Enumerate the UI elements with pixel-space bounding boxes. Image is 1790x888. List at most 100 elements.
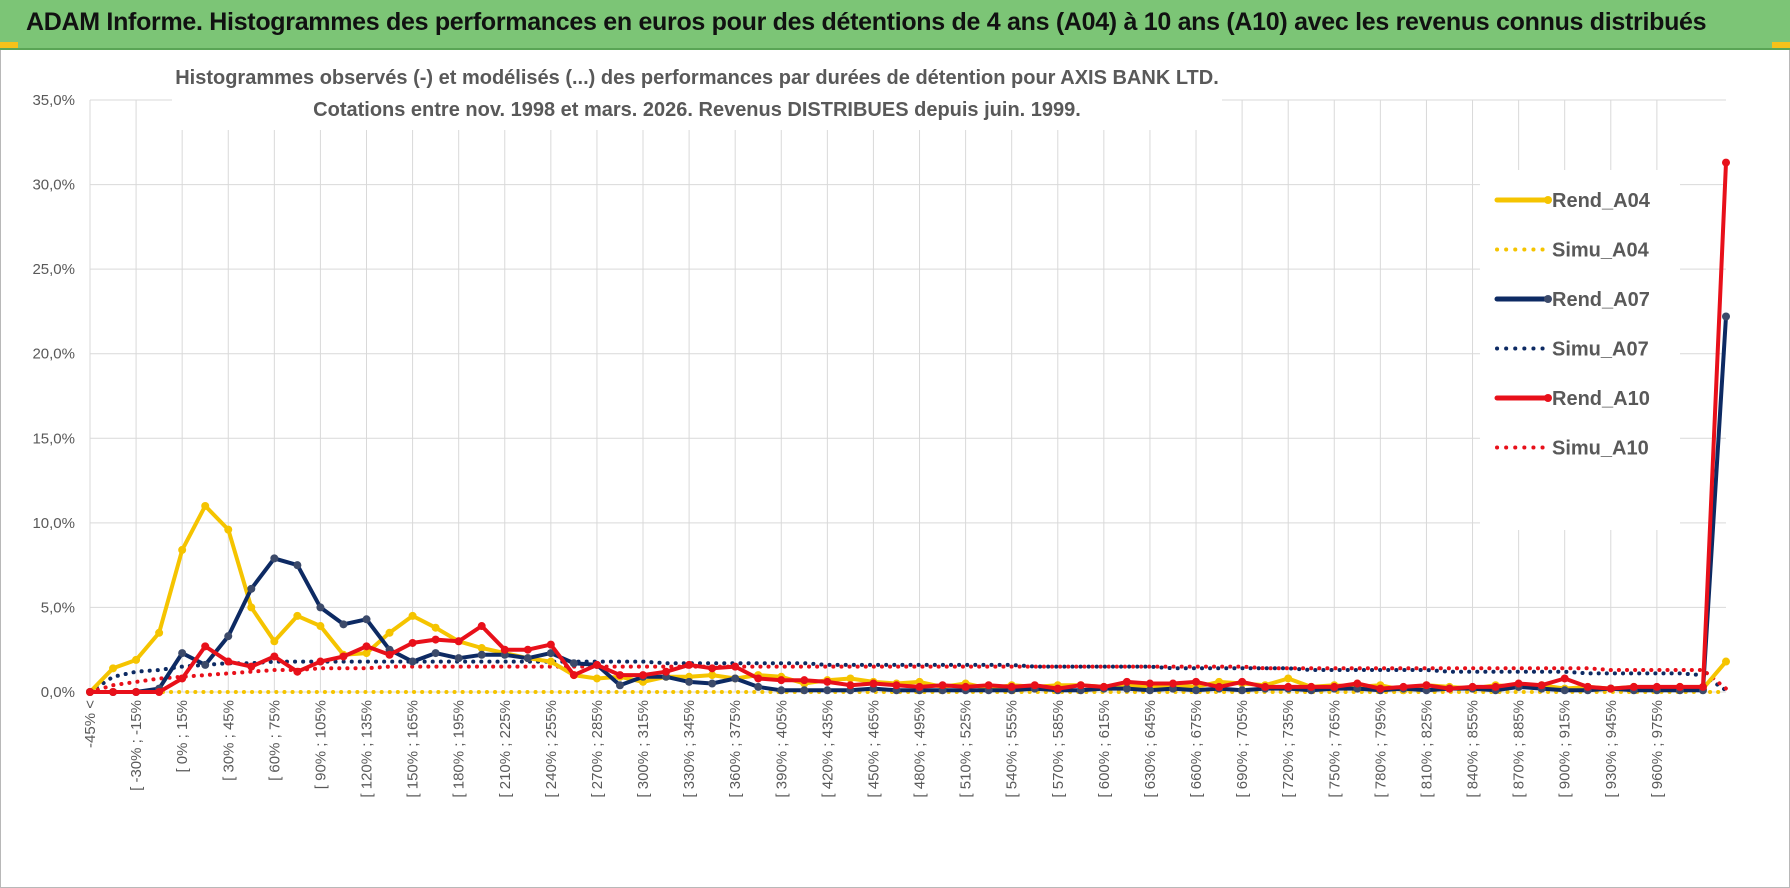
x-tick-label: [ 180% ; 195%	[451, 700, 468, 798]
data-point-rend-a04	[408, 611, 417, 620]
x-tick-label: [ 60% ; 75%	[266, 700, 283, 781]
data-point-rend-a10	[546, 640, 555, 649]
chart-title-line1: Histogrammes observés (-) et modélisés (…	[175, 67, 1219, 89]
y-tick-label: 30,0%	[32, 177, 75, 194]
chart-title-line2: Cotations entre nov. 1998 et mars. 2026.…	[313, 99, 1081, 121]
data-point-rend-a10	[938, 681, 947, 690]
data-point-rend-a10	[523, 645, 532, 654]
legend-marker	[1544, 394, 1552, 402]
x-tick-label: [ 750% ; 765%	[1326, 700, 1343, 798]
data-point-rend-a10	[362, 642, 371, 651]
data-point-rend-a10	[1122, 677, 1131, 686]
data-point-rend-a10	[1030, 681, 1039, 690]
x-tick-label: [ 0% ; 15%	[174, 700, 191, 773]
data-point-rend-a07	[754, 682, 763, 691]
data-point-rend-a07	[1722, 312, 1730, 321]
data-point-rend-a10	[1307, 682, 1316, 691]
data-point-rend-a10	[984, 681, 993, 690]
series	[86, 158, 1730, 696]
data-point-rend-a10	[1284, 682, 1293, 691]
data-point-rend-a10	[1491, 682, 1500, 691]
data-point-rend-a10	[1261, 682, 1270, 691]
data-point-rend-a10	[846, 681, 855, 690]
report-title: ADAM Informe. Histogrammes des performan…	[26, 8, 1707, 36]
x-tick-label: [ 930% ; 945%	[1603, 700, 1620, 798]
x-tick-label: [ 870% ; 885%	[1511, 700, 1528, 798]
data-point-rend-a07	[569, 659, 578, 668]
data-point-rend-a10	[270, 652, 279, 661]
data-point-rend-a10	[431, 635, 440, 644]
x-tick-label: [ 390% ; 405%	[773, 700, 790, 798]
y-tick-label: 35,0%	[32, 92, 75, 109]
data-point-rend-a04	[592, 674, 601, 683]
series-line-simu-a10	[88, 664, 1728, 694]
data-point-rend-a07	[777, 686, 786, 695]
x-tick-label: [ 900% ; 915%	[1557, 700, 1574, 798]
data-point-rend-a10	[1468, 682, 1477, 691]
series-line-simu-a07	[88, 659, 1728, 694]
data-point-rend-a07	[270, 554, 279, 563]
data-point-rend-a07	[823, 686, 832, 695]
data-point-rend-a04	[846, 674, 855, 683]
x-tick-label: [ 300% ; 315%	[635, 700, 652, 798]
data-point-rend-a10	[1399, 682, 1408, 691]
data-point-rend-a10	[1583, 682, 1592, 691]
x-axis: -45% < [ -30% ; -15% [ 0% ; 15% [ 30% ; 45%…	[82, 700, 1666, 798]
legend-marker	[1544, 295, 1552, 303]
data-point-rend-a10	[247, 662, 256, 671]
data-point-rend-a04	[316, 622, 325, 631]
data-point-rend-a04	[477, 644, 486, 653]
data-point-rend-a10	[1376, 684, 1385, 693]
data-point-rend-a10	[1560, 674, 1569, 683]
x-tick-label: [ 210% ; 225%	[497, 700, 514, 798]
data-point-rend-a10	[592, 660, 601, 669]
y-tick-label: 20,0%	[32, 346, 75, 363]
data-point-rend-a07	[523, 654, 532, 663]
data-point-rend-a10	[132, 688, 141, 696]
x-tick-label: [ 960% ; 975%	[1649, 700, 1666, 798]
banner-accent-left	[0, 42, 18, 48]
legend-label: Rend_A07	[1552, 289, 1650, 311]
data-point-rend-a04	[431, 623, 440, 632]
data-point-rend-a04	[109, 664, 118, 673]
y-tick-label: 15,0%	[32, 430, 75, 447]
data-point-rend-a07	[1238, 686, 1247, 695]
data-point-rend-a10	[316, 657, 325, 666]
data-point-rend-a07	[454, 654, 463, 663]
x-tick-label: [ 30% ; 45%	[220, 700, 237, 781]
x-tick-label: -45% <	[82, 700, 99, 748]
data-point-rend-a07	[477, 650, 486, 659]
data-point-rend-a10	[293, 667, 302, 676]
data-point-rend-a10	[777, 676, 786, 685]
data-point-rend-a10	[1722, 158, 1730, 167]
data-point-rend-a07	[1145, 686, 1154, 695]
legend-label: Simu_A07	[1552, 339, 1649, 361]
data-point-rend-a07	[1192, 686, 1201, 695]
data-point-rend-a10	[1445, 684, 1454, 693]
data-point-rend-a04	[1722, 657, 1730, 666]
x-tick-label: [ 150% ; 165%	[405, 700, 422, 798]
data-point-rend-a04	[247, 603, 256, 612]
data-point-rend-a10	[1007, 682, 1016, 691]
report-banner: ADAM Informe. Histogrammes des performan…	[0, 0, 1790, 50]
data-point-rend-a07	[293, 561, 302, 570]
data-point-rend-a10	[201, 642, 210, 651]
data-point-rend-a10	[892, 681, 901, 690]
data-point-rend-a10	[915, 682, 924, 691]
data-point-rend-a07	[201, 660, 210, 669]
data-point-rend-a04	[270, 637, 279, 646]
x-tick-label: [ 330% ; 345%	[681, 700, 698, 798]
x-tick-label: [ 840% ; 855%	[1465, 700, 1482, 798]
x-tick-label: [ 720% ; 735%	[1280, 700, 1297, 798]
data-point-rend-a10	[1053, 684, 1062, 693]
x-tick-label: [ 810% ; 825%	[1418, 700, 1435, 798]
data-point-rend-a10	[155, 688, 164, 696]
x-tick-label: [ 510% ; 525%	[958, 700, 975, 798]
data-point-rend-a10	[1514, 679, 1523, 688]
data-point-rend-a10	[685, 660, 694, 669]
data-point-rend-a10	[477, 622, 486, 631]
legend: Rend_A04 Simu_A04 Rend_A07 Simu_A07 Rend_A10…	[1480, 170, 1680, 530]
legend-label: Simu_A04	[1552, 240, 1650, 262]
x-tick-label: [ 540% ; 555%	[1004, 700, 1021, 798]
legend-label: Simu_A10	[1552, 438, 1649, 460]
